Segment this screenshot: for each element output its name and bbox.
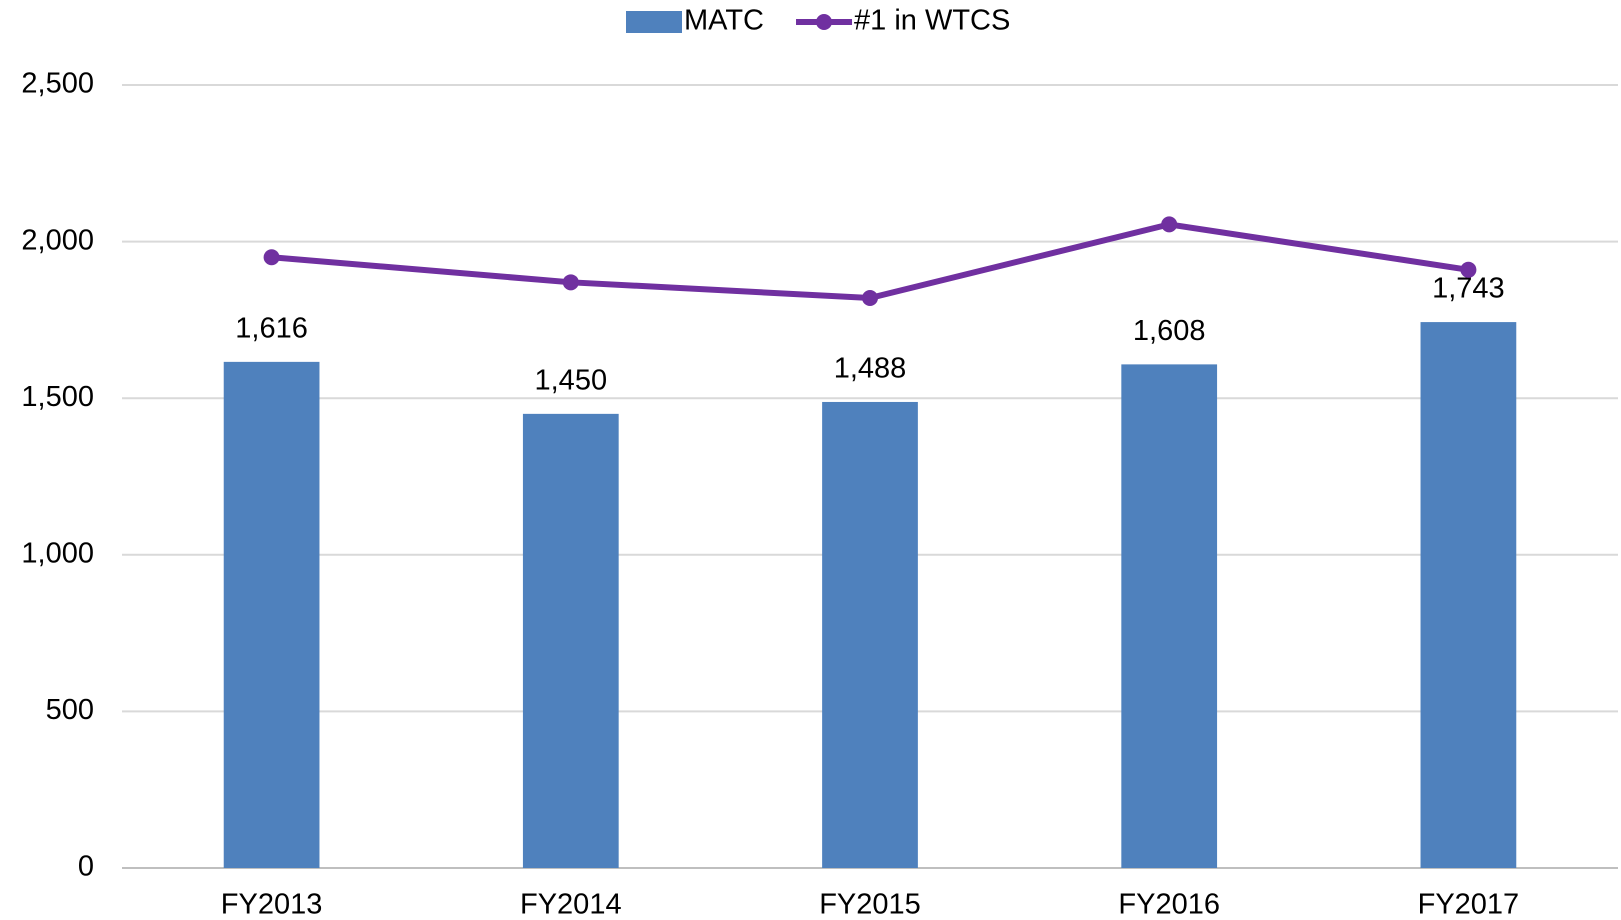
data-label: 1,488 [834, 353, 907, 385]
bar [822, 401, 918, 868]
x-tick-label: FY2014 [520, 889, 622, 920]
x-tick-label: FY2017 [1418, 889, 1520, 920]
legend-swatch [626, 11, 682, 33]
line-marker [562, 274, 579, 291]
data-label: 1,743 [1432, 273, 1505, 305]
x-tick-label: FY2016 [1118, 889, 1220, 920]
bar [1121, 364, 1218, 868]
bar [1420, 322, 1517, 868]
legend-label: MATC [684, 5, 764, 37]
data-label: 1,616 [235, 313, 308, 345]
y-tick-label: 0 [78, 851, 94, 883]
line [271, 221, 1469, 301]
line-marker [1161, 216, 1178, 233]
bar [522, 413, 619, 868]
line-marker [862, 289, 878, 306]
y-tick-label: 2,000 [21, 224, 94, 256]
data-label: 1,450 [535, 365, 608, 397]
bar [223, 361, 320, 868]
data-label: 1,608 [1133, 315, 1206, 347]
legend-label: #1 in WTCS [854, 5, 1010, 37]
y-tick-label: 1,500 [21, 381, 94, 413]
y-tick-label: 1,000 [21, 537, 94, 569]
legend-marker [816, 14, 833, 30]
x-tick-label: FY2013 [221, 889, 323, 920]
line-marker [1460, 261, 1477, 278]
y-tick-label: 2,500 [21, 68, 94, 100]
y-tick-label: 500 [46, 694, 94, 726]
x-tick-label: FY2015 [819, 889, 921, 920]
line-marker [263, 249, 280, 266]
